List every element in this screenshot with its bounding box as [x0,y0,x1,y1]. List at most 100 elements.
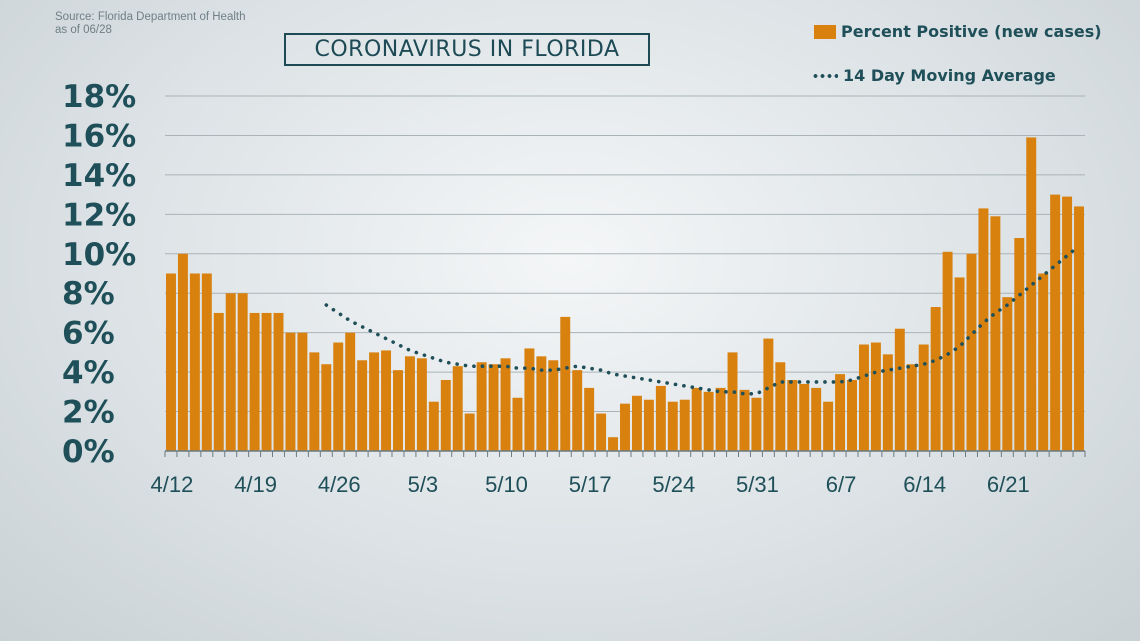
bar [894,328,905,451]
bar [285,332,296,451]
bar [596,413,607,451]
bar [1014,238,1025,451]
bar [512,397,523,451]
bar [739,389,750,451]
bar [811,387,822,451]
bar [823,401,834,451]
y-tick-label: 0% [62,434,115,470]
bar [273,312,284,451]
bar [799,383,810,451]
bar [1062,196,1073,451]
bar [858,344,869,451]
x-tick-label: 6/7 [826,472,857,497]
bar [357,360,368,451]
bar [1050,194,1061,451]
bar [249,312,260,451]
bar [536,356,547,451]
bar [321,364,332,451]
bar [918,344,929,451]
bar [835,374,846,451]
y-tick-label: 18% [62,79,136,115]
bar [548,360,559,451]
y-tick-label: 2% [62,395,115,431]
y-tick-label: 10% [62,237,136,273]
y-tick-label: 6% [62,316,115,352]
dotted-line-icon [812,73,838,78]
bar [787,380,798,451]
bar [452,366,463,451]
bar [309,352,320,451]
legend-bars: Percent Positive (new cases) [814,22,1102,41]
bar [990,216,1001,451]
x-tick-label: 4/19 [234,472,277,497]
bar [715,387,726,451]
bar [524,348,535,451]
bar [381,350,392,451]
x-tick-label: 6/14 [903,472,946,497]
bar [882,354,893,451]
bar [213,312,224,451]
bar [404,356,415,451]
bar [703,391,714,451]
bar [225,293,236,451]
bar [333,342,344,451]
x-tick-label: 5/3 [408,472,439,497]
x-tick-label: 4/12 [151,472,194,497]
bar [608,437,619,451]
x-tick-label: 5/17 [569,472,612,497]
bar [1002,297,1013,451]
bar-swatch-icon [814,24,836,39]
bar [667,401,678,451]
bar [870,342,881,451]
bar [966,253,977,451]
bar [978,208,989,451]
bar [189,273,200,451]
y-tick-label: 14% [62,158,136,194]
bar [1026,137,1037,451]
y-tick-label: 4% [62,355,115,391]
bar [584,387,595,451]
bar [428,401,439,451]
x-tick-label: 6/21 [987,472,1030,497]
bar [345,332,356,451]
chart-title: CORONAVIRUS IN FLORIDA [284,33,650,66]
bar [954,277,965,451]
bar [727,352,738,451]
x-tick-label: 5/24 [652,472,695,497]
bar [440,380,451,451]
bar [631,395,642,451]
as-of-date: as of 06/28 [55,24,112,36]
x-tick-label: 5/10 [485,472,528,497]
source-line: Source: Florida Department of Health [55,11,246,23]
bar [201,273,212,451]
bar [393,370,403,451]
bar [763,338,774,451]
bar [775,362,786,451]
bar [500,358,511,451]
bar [679,399,690,451]
legend-label-bars: Percent Positive (new cases) [841,22,1102,41]
bar [369,352,380,451]
bar [847,380,857,451]
bar [655,385,666,451]
bar [1074,206,1084,451]
y-tick-label: 16% [62,118,136,154]
y-tick-label: 8% [62,276,115,312]
bar [643,399,654,451]
bar [1038,273,1049,451]
bar [166,273,176,451]
bar [177,253,188,451]
bar [261,312,272,451]
legend-average: 14 Day Moving Average [812,66,1056,85]
bar [691,387,702,451]
source-note: Source: Florida Department of Health as … [55,11,245,37]
x-tick-label: 5/31 [736,472,779,497]
x-tick-label: 4/26 [318,472,361,497]
y-tick-label: 12% [62,197,136,233]
bar [464,413,475,451]
bar [906,364,917,451]
legend-label-average: 14 Day Moving Average [843,66,1056,85]
bar [620,403,630,451]
bar [237,293,248,451]
